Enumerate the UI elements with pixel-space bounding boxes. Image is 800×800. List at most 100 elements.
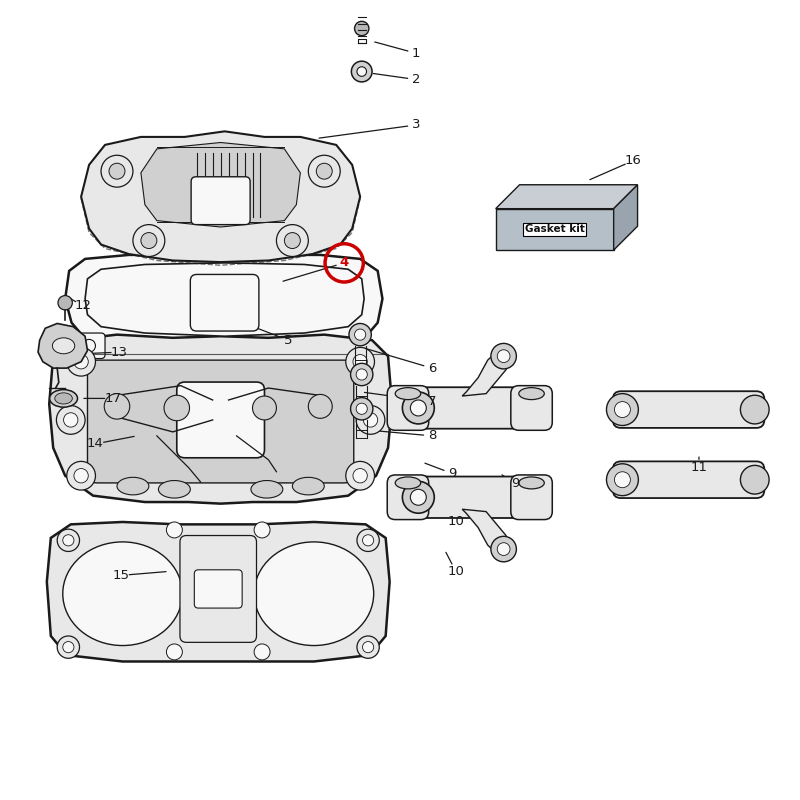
Circle shape bbox=[277, 225, 308, 257]
Polygon shape bbox=[85, 263, 364, 336]
Circle shape bbox=[351, 61, 372, 82]
Circle shape bbox=[166, 644, 182, 660]
Circle shape bbox=[614, 472, 630, 488]
Text: 8: 8 bbox=[428, 430, 436, 442]
Circle shape bbox=[498, 350, 510, 362]
Circle shape bbox=[356, 406, 385, 434]
Circle shape bbox=[254, 522, 270, 538]
Circle shape bbox=[74, 354, 88, 369]
Text: 13: 13 bbox=[111, 346, 128, 358]
FancyBboxPatch shape bbox=[414, 477, 526, 518]
Circle shape bbox=[308, 394, 332, 418]
Text: 4: 4 bbox=[339, 256, 349, 270]
Circle shape bbox=[254, 644, 270, 660]
Circle shape bbox=[354, 22, 369, 36]
Circle shape bbox=[101, 155, 133, 187]
Circle shape bbox=[606, 394, 638, 426]
FancyBboxPatch shape bbox=[87, 360, 354, 483]
Polygon shape bbox=[50, 334, 392, 504]
Circle shape bbox=[141, 233, 157, 249]
FancyBboxPatch shape bbox=[387, 475, 429, 519]
Circle shape bbox=[363, 413, 378, 427]
Circle shape bbox=[58, 295, 72, 310]
Circle shape bbox=[57, 529, 79, 551]
Text: 11: 11 bbox=[690, 462, 707, 474]
FancyBboxPatch shape bbox=[73, 333, 105, 358]
FancyBboxPatch shape bbox=[190, 274, 259, 331]
Circle shape bbox=[356, 403, 367, 414]
Circle shape bbox=[66, 462, 95, 490]
Circle shape bbox=[285, 233, 300, 249]
Text: 10: 10 bbox=[447, 565, 464, 578]
Circle shape bbox=[350, 363, 373, 386]
Circle shape bbox=[357, 636, 379, 658]
Circle shape bbox=[56, 406, 85, 434]
Circle shape bbox=[109, 163, 125, 179]
Polygon shape bbox=[141, 142, 300, 227]
Circle shape bbox=[606, 464, 638, 496]
Circle shape bbox=[62, 642, 74, 653]
Circle shape bbox=[353, 354, 367, 369]
FancyBboxPatch shape bbox=[613, 391, 764, 428]
Circle shape bbox=[362, 534, 374, 546]
Text: 14: 14 bbox=[87, 438, 104, 450]
Circle shape bbox=[253, 396, 277, 420]
FancyBboxPatch shape bbox=[613, 462, 764, 498]
Text: 5: 5 bbox=[284, 334, 293, 346]
Circle shape bbox=[741, 466, 769, 494]
Circle shape bbox=[346, 462, 374, 490]
Polygon shape bbox=[81, 131, 360, 262]
Circle shape bbox=[133, 225, 165, 257]
Circle shape bbox=[63, 413, 78, 427]
Circle shape bbox=[350, 398, 373, 420]
Ellipse shape bbox=[158, 481, 190, 498]
Text: 6: 6 bbox=[428, 362, 436, 374]
Ellipse shape bbox=[251, 481, 283, 498]
Circle shape bbox=[410, 490, 426, 506]
Ellipse shape bbox=[50, 390, 78, 407]
Circle shape bbox=[104, 394, 130, 419]
Circle shape bbox=[82, 339, 95, 352]
Ellipse shape bbox=[395, 388, 421, 400]
Text: 1: 1 bbox=[412, 46, 420, 60]
Circle shape bbox=[57, 636, 79, 658]
Ellipse shape bbox=[518, 477, 544, 489]
Circle shape bbox=[308, 155, 340, 187]
Circle shape bbox=[491, 343, 516, 369]
Ellipse shape bbox=[62, 542, 182, 646]
Circle shape bbox=[354, 329, 366, 340]
Circle shape bbox=[62, 534, 74, 546]
Circle shape bbox=[402, 482, 434, 514]
Circle shape bbox=[357, 66, 366, 76]
Text: 10: 10 bbox=[447, 514, 464, 528]
Text: Gasket kit: Gasket kit bbox=[525, 224, 585, 234]
Circle shape bbox=[356, 369, 367, 380]
Ellipse shape bbox=[117, 478, 149, 495]
FancyBboxPatch shape bbox=[387, 386, 429, 430]
FancyBboxPatch shape bbox=[511, 475, 552, 519]
Polygon shape bbox=[47, 522, 390, 662]
Circle shape bbox=[353, 469, 367, 483]
FancyBboxPatch shape bbox=[414, 387, 526, 429]
Ellipse shape bbox=[395, 477, 421, 489]
Text: 15: 15 bbox=[113, 569, 130, 582]
FancyBboxPatch shape bbox=[194, 570, 242, 608]
Circle shape bbox=[316, 163, 332, 179]
Text: 9: 9 bbox=[448, 467, 456, 480]
Circle shape bbox=[164, 395, 190, 421]
Circle shape bbox=[349, 323, 371, 346]
Circle shape bbox=[74, 469, 88, 483]
Polygon shape bbox=[614, 185, 638, 250]
Text: 2: 2 bbox=[412, 73, 420, 86]
Text: 9: 9 bbox=[511, 478, 520, 490]
FancyBboxPatch shape bbox=[177, 382, 265, 458]
Ellipse shape bbox=[55, 393, 72, 404]
FancyBboxPatch shape bbox=[191, 177, 250, 225]
Circle shape bbox=[614, 402, 630, 418]
Text: 12: 12 bbox=[74, 299, 91, 313]
Circle shape bbox=[741, 395, 769, 424]
Ellipse shape bbox=[254, 542, 374, 646]
Text: 7: 7 bbox=[428, 395, 436, 408]
Ellipse shape bbox=[53, 338, 74, 354]
Circle shape bbox=[410, 400, 426, 416]
